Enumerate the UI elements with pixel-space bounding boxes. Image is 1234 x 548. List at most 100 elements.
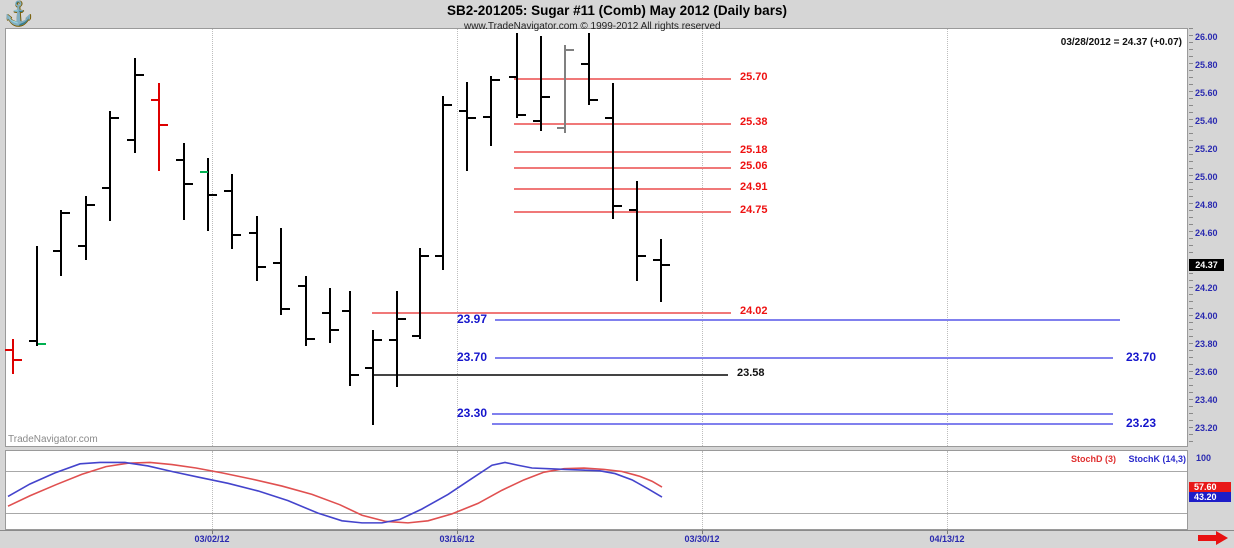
level-label-23.70: 23.70 bbox=[456, 350, 487, 365]
price-bar-close-tick bbox=[282, 308, 290, 311]
price-bar bbox=[588, 32, 590, 106]
price-bar-close-tick bbox=[374, 339, 382, 342]
date-axis-tick bbox=[702, 530, 703, 534]
price-panel bbox=[5, 28, 1188, 447]
price-bar-close-tick bbox=[662, 263, 670, 266]
legend-stochk[interactable]: StochK (14,3) bbox=[1128, 454, 1186, 464]
copyright-line: www.TradeNavigator.com © 1999-2012 All r… bbox=[464, 21, 721, 32]
price-bar-open-tick bbox=[653, 259, 661, 262]
price-bar-open-tick bbox=[200, 171, 208, 174]
price-bar-close-tick bbox=[444, 104, 452, 107]
price-bar-open-tick bbox=[127, 139, 135, 142]
date-axis-tick bbox=[212, 530, 213, 534]
price-bar-open-tick bbox=[459, 110, 467, 112]
price-bar bbox=[349, 291, 351, 387]
stochd-curve bbox=[7, 461, 663, 524]
legend-stochd[interactable]: StochD (3) bbox=[1070, 454, 1116, 464]
price-bar-close-tick bbox=[331, 329, 339, 332]
price-bar bbox=[612, 83, 614, 219]
level-line-25.18 bbox=[514, 150, 731, 153]
level-label-25.18: 25.18 bbox=[740, 143, 768, 156]
vertical-gridline bbox=[212, 29, 213, 446]
level-line-24.91 bbox=[514, 188, 731, 191]
price-bar-close-tick bbox=[638, 255, 646, 258]
price-bar-open-tick bbox=[605, 116, 613, 119]
price-bar-open-tick bbox=[412, 334, 420, 337]
price-bar-close-tick bbox=[566, 48, 574, 51]
price-bar-open-tick bbox=[389, 339, 397, 342]
level-label-23.30: 23.30 bbox=[456, 406, 487, 421]
price-bar bbox=[280, 228, 282, 315]
x-axis-date-label: 03/30/12 bbox=[684, 534, 720, 544]
level-line-24.75 bbox=[514, 210, 731, 213]
price-bar bbox=[109, 111, 111, 222]
level-label-23.97: 23.97 bbox=[456, 312, 487, 327]
stochastic-curves bbox=[7, 461, 663, 524]
price-bar bbox=[12, 338, 14, 374]
price-bar-close-tick bbox=[492, 79, 500, 82]
level-line-25.38 bbox=[514, 122, 731, 125]
price-bar-close-tick bbox=[111, 116, 119, 119]
scroll-arrow-head bbox=[1216, 531, 1228, 545]
price-bar-close-tick bbox=[62, 211, 70, 214]
price-bar-open-tick bbox=[176, 158, 184, 161]
price-bar-open-tick bbox=[483, 115, 491, 118]
price-bar-close-tick bbox=[233, 234, 241, 237]
watermark: TradeNavigator.com bbox=[8, 434, 98, 445]
price-bar-close-tick bbox=[590, 98, 598, 101]
level-line-23.70 bbox=[495, 357, 1113, 360]
level-label-25.06: 25.06 bbox=[740, 160, 768, 173]
price-axis-label: 24.00 bbox=[1195, 311, 1218, 322]
price-bar-open-tick bbox=[151, 98, 159, 101]
level-line-24.02 bbox=[372, 312, 731, 315]
price-bar-open-tick bbox=[581, 62, 589, 65]
vertical-gridline bbox=[457, 29, 458, 446]
stoch-axis-100-label: 100 bbox=[1196, 452, 1212, 463]
price-axis-label: 23.40 bbox=[1195, 395, 1218, 406]
price-bar bbox=[60, 210, 62, 276]
level-line-23.58 bbox=[372, 373, 728, 376]
x-axis-date-label: 03/02/12 bbox=[194, 534, 230, 544]
price-bar-close-tick bbox=[421, 255, 429, 258]
price-bar-open-tick bbox=[629, 209, 637, 212]
level-label-24.75: 24.75 bbox=[740, 203, 768, 216]
scroll-right-arrow-button[interactable] bbox=[1197, 531, 1229, 545]
price-bar-close-tick bbox=[518, 114, 526, 117]
price-axis-label: 23.80 bbox=[1195, 339, 1218, 350]
price-bar-open-tick bbox=[102, 186, 110, 189]
price-bar-open-tick bbox=[29, 340, 37, 343]
price-bar bbox=[466, 81, 468, 172]
price-bar bbox=[660, 239, 662, 303]
date-axis bbox=[0, 530, 1234, 548]
vertical-gridline bbox=[212, 451, 213, 529]
stochastic-legend: StochD (3) StochK (14,3) bbox=[1000, 454, 1186, 464]
level-label-23.58: 23.58 bbox=[737, 366, 765, 379]
price-bar-open-tick bbox=[5, 348, 13, 351]
price-axis-label: 25.80 bbox=[1195, 59, 1218, 70]
date-axis-tick bbox=[947, 530, 948, 534]
price-axis-label: 24.60 bbox=[1195, 227, 1218, 238]
vertical-gridline bbox=[947, 451, 948, 529]
price-bar-open-tick bbox=[273, 262, 281, 265]
stoch-gridline-80 bbox=[6, 471, 1187, 473]
price-bar-open-tick bbox=[249, 231, 257, 234]
price-bar bbox=[231, 173, 233, 250]
level-line-25.70 bbox=[514, 77, 731, 80]
price-bar-open-tick bbox=[533, 119, 541, 122]
price-bar-close-tick bbox=[351, 373, 359, 376]
price-axis-label: 25.60 bbox=[1195, 87, 1218, 98]
stochk-curve bbox=[7, 461, 663, 524]
date-axis-tick bbox=[457, 530, 458, 534]
level-label-24.91: 24.91 bbox=[740, 181, 768, 194]
price-bar-close-tick bbox=[209, 193, 217, 196]
price-bar-open-tick bbox=[322, 312, 330, 315]
price-bar bbox=[442, 95, 444, 271]
level-label-right-23.70: 23.70 bbox=[1126, 350, 1157, 365]
price-bar bbox=[207, 158, 209, 232]
level-line-25.06 bbox=[514, 167, 731, 170]
anchor-icon[interactable]: ⚓ bbox=[4, 0, 33, 26]
price-axis-label: 24.80 bbox=[1195, 199, 1218, 210]
level-label-25.70: 25.70 bbox=[740, 70, 768, 83]
price-axis-label: 24.20 bbox=[1195, 283, 1218, 294]
price-bar bbox=[36, 246, 38, 346]
